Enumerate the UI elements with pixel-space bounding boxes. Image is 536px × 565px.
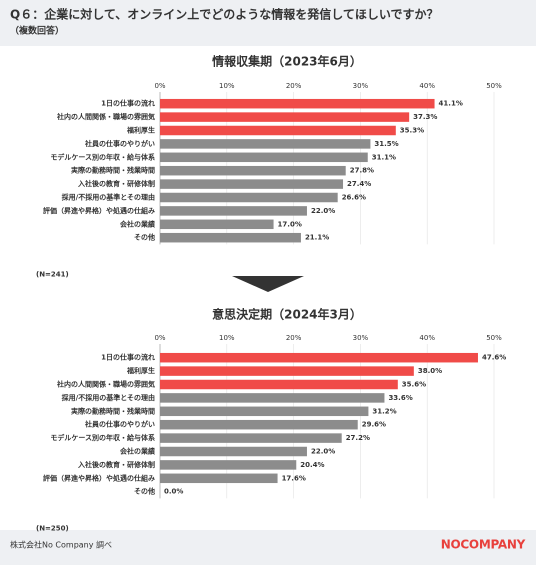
bar — [160, 165, 346, 176]
bar — [160, 192, 338, 203]
category-label: 入社後の教育・研修体制 — [77, 179, 155, 188]
arrow — [232, 276, 304, 292]
bar — [160, 379, 398, 390]
x-tick-label: 0% — [154, 82, 165, 90]
value-label: 22.0% — [311, 207, 335, 215]
category-label: モデルケース別の年収・給与体系 — [50, 152, 155, 161]
x-tick-label: 30% — [353, 334, 369, 342]
value-label: 27.8% — [350, 167, 374, 175]
note: (N=250) — [36, 524, 69, 532]
bar — [160, 152, 368, 163]
value-label: 0.0% — [164, 488, 183, 496]
x-tick-label: 10% — [219, 82, 235, 90]
value-label: 17.0% — [278, 220, 302, 228]
bar — [160, 473, 278, 484]
category-label: 採用/不採用の基準とその理由 — [62, 193, 155, 202]
category-label: 福利厚生 — [126, 126, 155, 135]
note: (N=241) — [36, 270, 69, 278]
bar — [160, 460, 297, 470]
source: 株式会社No Company 調べ — [10, 540, 112, 550]
page-title: Q６：企業に対して、オンライン上でどのような情報を発信してほしいですか？ — [10, 7, 439, 22]
bar — [160, 219, 274, 230]
value-label: 31.1% — [372, 153, 396, 161]
x-tick-label: 30% — [353, 82, 369, 90]
logo: NOCOMPANY — [441, 538, 526, 552]
category-label: 1日の仕事の流れ — [101, 353, 155, 362]
x-tick-label: 40% — [419, 82, 435, 90]
category-label: 入社後の教育・研修体制 — [77, 460, 155, 469]
value-label: 41.1% — [439, 100, 463, 108]
bar — [160, 206, 307, 216]
value-label: 26.6% — [342, 194, 366, 202]
category-label: モデルケース別の年収・給与体系 — [50, 433, 155, 442]
x-tick-label: 50% — [486, 82, 502, 90]
value-label: 22.0% — [311, 448, 335, 456]
category-label: 会社の業績 — [120, 447, 155, 456]
category-label: 社内の人間関係・職場の雰囲気 — [56, 380, 155, 389]
bar — [160, 393, 385, 403]
value-label: 38.0% — [418, 367, 442, 375]
bar — [160, 352, 478, 363]
x-tick-label: 40% — [419, 334, 435, 342]
page-subtitle: （複数回答） — [10, 25, 64, 37]
bar — [160, 419, 358, 430]
category-label: 評価（昇進や昇格）や処遇の仕組み — [43, 473, 155, 482]
x-tick-label: 20% — [286, 334, 302, 342]
category-label: 1日の仕事の流れ — [101, 99, 155, 108]
value-label: 27.2% — [346, 434, 370, 442]
bar — [160, 112, 410, 122]
x-tick-label: 50% — [486, 334, 502, 342]
category-label: 実際の勤務時間・残業時間 — [71, 166, 155, 175]
value-label: 29.6% — [362, 421, 386, 429]
category-label: 社員の仕事のやりがい — [84, 420, 155, 429]
value-label: 27.4% — [347, 180, 371, 188]
bar — [160, 179, 344, 189]
category-label: 実際の勤務時間・残業時間 — [71, 406, 155, 415]
category-label: 社員の仕事のやりがい — [84, 139, 155, 148]
x-tick-label: 0% — [154, 334, 165, 342]
bar — [160, 98, 435, 109]
value-label: 20.4% — [300, 461, 324, 469]
bar — [160, 366, 414, 376]
category-label: 会社の業績 — [120, 219, 155, 228]
bar — [160, 433, 342, 443]
x-tick-label: 20% — [286, 82, 302, 90]
category-label: 採用/不採用の基準とその理由 — [62, 393, 155, 402]
category-label: 評価（昇進や昇格）や処遇の仕組み — [43, 206, 155, 215]
bar — [160, 446, 307, 457]
bar — [160, 125, 396, 136]
value-label: 31.2% — [372, 407, 396, 415]
bar — [160, 139, 371, 149]
category-label: 社内の人間関係・職場の雰囲気 — [56, 112, 155, 121]
chart-title: 意思決定期（2024年3月） — [212, 307, 362, 322]
bar — [160, 406, 369, 417]
category-label: 福利厚生 — [126, 366, 155, 375]
bar — [160, 232, 301, 243]
value-label: 33.6% — [388, 394, 412, 402]
value-label: 17.6% — [282, 474, 306, 482]
chart-title: 情報収集期（2023年6月） — [212, 54, 362, 69]
category-label: その他 — [134, 487, 155, 496]
value-label: 35.3% — [400, 127, 424, 135]
value-label: 37.3% — [413, 113, 437, 121]
value-label: 47.6% — [482, 354, 506, 362]
value-label: 21.1% — [305, 234, 329, 242]
category-label: その他 — [134, 233, 155, 242]
x-tick-label: 10% — [219, 334, 235, 342]
value-label: 31.5% — [374, 140, 398, 148]
value-label: 35.6% — [402, 381, 426, 389]
